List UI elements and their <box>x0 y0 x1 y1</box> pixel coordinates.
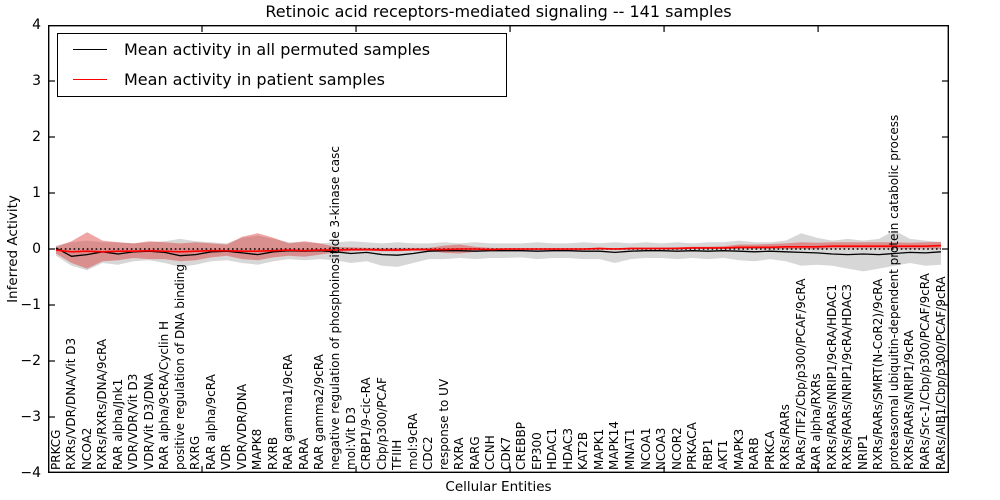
x-tick-label: Cbp/p300/PCAF <box>374 377 389 470</box>
x-tick-label: PRKCG <box>48 429 63 470</box>
x-tick-label: MAPK8 <box>250 428 265 470</box>
x-tick-label: NCOR2 <box>669 427 684 470</box>
x-tick-label: mol:Vit D3 <box>343 406 358 470</box>
x-tick-label: MAPK3 <box>731 428 746 470</box>
x-tick-label: CCNH <box>483 435 498 470</box>
x-tick-label: CREBBP <box>514 422 529 470</box>
y-tick-label: −2 <box>20 353 41 369</box>
legend-item-permuted: Mean activity in all permuted samples <box>58 34 506 64</box>
x-axis-label: Cellular Entities <box>445 479 552 495</box>
legend-line-patient-icon <box>73 78 107 80</box>
y-tick-label: −3 <box>20 409 41 425</box>
x-tick-label: RARs/AIB1/Cbp/p300/PCAF/9cRA <box>933 276 948 470</box>
x-tick-label: positive regulation of DNA binding <box>172 264 187 470</box>
x-tick-label: RXRs/RARs/SMRT(N-CoR2)/9cRA <box>871 278 886 470</box>
mean-line-patient <box>55 244 942 253</box>
axes-frame <box>48 25 949 473</box>
y-tick-label: 2 <box>32 129 41 145</box>
x-tick-label: MNAT1 <box>622 428 637 470</box>
x-tick-label: VDR <box>219 444 234 470</box>
x-tick-label: CDK7 <box>498 436 513 470</box>
y-tick-label: 0 <box>32 241 41 257</box>
x-tick-label: RXRs/RARs/NRIP1/9cRA <box>902 330 917 470</box>
x-tick-label: NCOA1 <box>638 427 653 470</box>
x-tick-label: KAT2B <box>576 431 591 470</box>
x-tick-label: HDAC1 <box>545 427 560 470</box>
x-tick-label: RAR alpha/9cRA/Cyclin H <box>157 320 172 470</box>
x-tick-label: RXRs/RARs/NRIP1/9cRA/HDAC3 <box>840 283 855 470</box>
y-tick-label: 4 <box>32 17 41 33</box>
x-tick-label: PRKACA <box>685 422 700 470</box>
x-tick-label: RAR alpha/9cRA <box>203 374 218 470</box>
x-tick-label: RXRB <box>265 436 280 470</box>
x-tick-label: RARs/TIF2/Cbp/p300/PCAF/9cRA <box>793 278 808 470</box>
x-tick-label: RXRs/RARs <box>778 404 793 470</box>
y-tick-label: 1 <box>32 185 41 201</box>
x-tick-label: RAR alpha/Jnk1 <box>110 378 125 470</box>
legend-item-patient: Mean activity in patient samples <box>58 64 506 94</box>
x-tick-label: VDR/Vit D3/DNA <box>141 373 156 470</box>
x-tick-label: proteasomal ubiquitin-dependent protein … <box>886 114 901 470</box>
x-tick-label: NCOA3 <box>654 427 669 470</box>
x-tick-label: RXRA <box>452 437 467 470</box>
x-tick-label: MAPK1 <box>591 428 606 470</box>
x-tick-label: TFIIH <box>390 439 405 470</box>
x-tick-label: NRIP1 <box>855 434 870 470</box>
legend-line-permuted-icon <box>73 48 107 50</box>
legend-label-permuted: Mean activity in all permuted samples <box>124 39 431 59</box>
x-tick-label: VDR/VDR/DNA <box>234 383 249 470</box>
x-tick-label: NCOA2 <box>79 427 94 470</box>
x-tick-label: RAR gamma1/9cRA <box>281 354 296 470</box>
x-tick-label: EP300 <box>529 432 544 470</box>
x-tick-label: VDR/VDR/Vit D3 <box>126 373 141 470</box>
x-tick-label: RXRG <box>188 435 203 470</box>
x-tick-label: RAR alpha/RXRs <box>809 373 824 470</box>
x-tick-label: MAPK14 <box>607 421 622 470</box>
y-tick-label: −4 <box>20 465 41 481</box>
x-tick-label: AKT1 <box>716 439 731 470</box>
x-tick-label: HDAC3 <box>560 427 575 470</box>
plot-area <box>48 25 949 473</box>
x-tick-label: RXRs/RXRs/DNA/9cRA <box>95 338 110 470</box>
x-tick-label: RARG <box>467 436 482 470</box>
x-tick-label: RXRs/RARs/NRIP1/9cRA/HDAC1 <box>824 283 839 470</box>
x-tick-label: PRKCA <box>762 430 777 470</box>
mean-line-permuted <box>55 247 942 257</box>
x-tick-label: mol:9cRA <box>405 413 420 470</box>
y-tick-label: 3 <box>32 73 41 89</box>
legend: Mean activity in all permuted samples Me… <box>57 33 507 97</box>
x-tick-label: RXRs/VDR/DNA/Vit D3 <box>64 337 79 470</box>
x-tick-label: RARB <box>747 437 762 470</box>
x-tick-label: RAR gamma2/9cRA <box>312 354 327 470</box>
x-tick-label: negative regulation of phosphoinositide … <box>327 146 342 470</box>
x-tick-label: CDC2 <box>421 436 436 470</box>
x-tick-label: response to UV <box>436 378 451 470</box>
x-tick-label: RARs/Src-1/Cbp/p300/PCAF/9cRA <box>917 273 932 470</box>
x-tick-label: RARA <box>296 437 311 470</box>
y-tick-label: −1 <box>20 297 41 313</box>
chart-title: Retinoic acid receptors-mediated signali… <box>265 2 732 21</box>
x-tick-label: RBP1 <box>700 438 715 470</box>
x-tick-label: CRBP1/9-cic-RA <box>359 377 374 470</box>
legend-label-patient: Mean activity in patient samples <box>124 69 385 89</box>
